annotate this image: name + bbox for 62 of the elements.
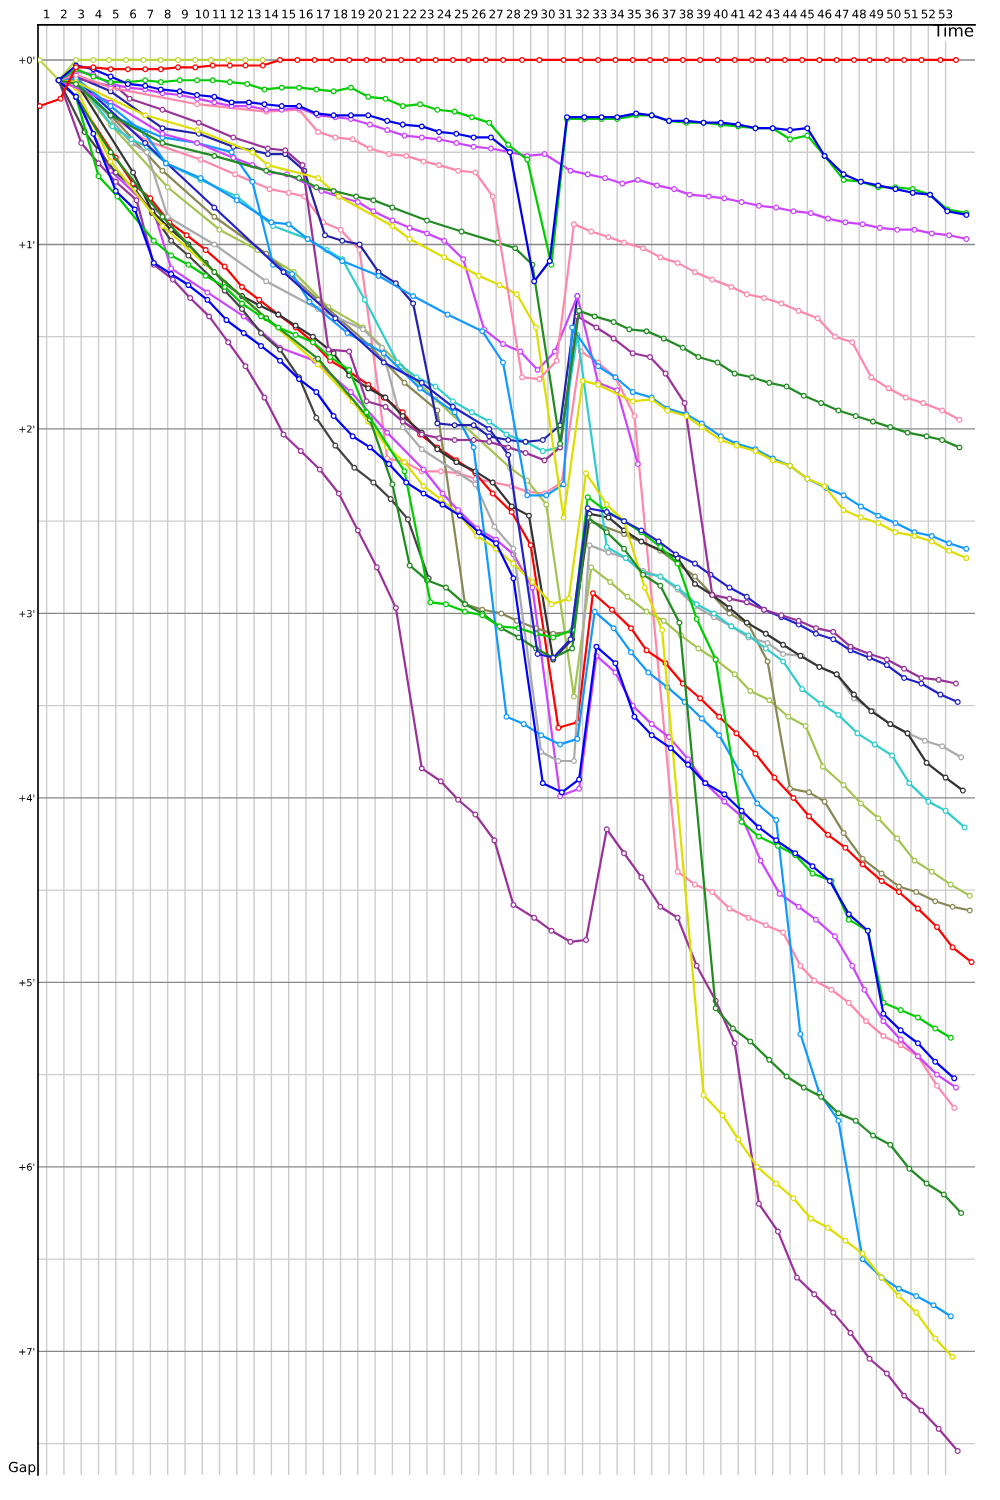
x-tick-label: 4: [95, 9, 102, 19]
x-tick-label: 2: [61, 9, 67, 19]
x-tick-label: 37: [662, 9, 676, 19]
x-tick-label: 53: [939, 9, 953, 19]
x-tick-label: 29: [524, 9, 538, 19]
x-tick-label: 11: [213, 9, 226, 19]
y-tick-label: +3': [19, 609, 35, 618]
x-tick-label: 46: [817, 9, 832, 19]
y-tick-label: +6': [19, 1163, 35, 1171]
y-tick-label: +4': [19, 794, 35, 802]
x-tick-label: 52: [921, 9, 935, 19]
x-tick-label: 8: [164, 9, 171, 19]
x-tick-label: 32: [575, 9, 589, 19]
x-tick-label: 36: [645, 9, 659, 19]
x-tick-label: 34: [610, 9, 624, 19]
x-tick-label: 5: [112, 9, 119, 19]
x-tick-label: 45: [800, 9, 814, 19]
x-tick-label: 10: [196, 9, 209, 19]
y-tick-label: +7': [19, 1347, 35, 1356]
x-tick-label: 31: [558, 9, 572, 19]
y-tick-label: +0': [19, 56, 35, 64]
y-tick-label: +1': [19, 241, 35, 249]
x-tick-label: 27: [489, 9, 503, 19]
y-tick-label: +2': [19, 425, 35, 433]
x-tick-label: 38: [679, 9, 693, 19]
x-tick-label: 51: [904, 9, 918, 19]
x-tick-label: 17: [317, 9, 330, 19]
x-tick-label: 35: [627, 9, 641, 19]
x-tick-label: 6: [130, 9, 137, 19]
x-tick-label: 21: [385, 9, 399, 19]
x-tick-label: 33: [593, 9, 607, 19]
x-tick-label: 16: [299, 9, 313, 19]
x-tick-label: 25: [454, 9, 469, 19]
x-tick-label: 43: [765, 9, 780, 19]
x-tick-label: 1: [44, 9, 50, 19]
x-tick-label: 28: [506, 9, 521, 19]
x-tick-label: 39: [696, 9, 711, 19]
y-axis-title: Gap: [8, 1461, 36, 1475]
x-tick-label: 19: [351, 9, 365, 19]
x-tick-label: 22: [403, 9, 417, 19]
x-tick-label: 26: [472, 9, 486, 19]
x-tick-label: 24: [437, 9, 452, 19]
x-tick-label: 14: [265, 9, 279, 19]
x-tick-label: 18: [334, 9, 348, 19]
x-tick-label: 23: [420, 9, 434, 19]
x-tick-label: 48: [852, 9, 866, 19]
x-tick-label: 44: [783, 9, 797, 19]
x-tick-label: 15: [282, 9, 296, 19]
x-tick-label: 9: [181, 9, 188, 19]
x-tick-label: 50: [887, 9, 901, 19]
x-tick-label: 42: [748, 9, 762, 19]
x-tick-label: 47: [834, 9, 849, 19]
y-tick-label: +5': [19, 978, 35, 987]
x-tick-label: 49: [869, 9, 884, 19]
x-tick-label: 30: [541, 9, 555, 19]
x-tick-label: 41: [731, 9, 745, 19]
x-tick-label: 20: [368, 9, 382, 19]
x-tick-label: 13: [247, 9, 261, 19]
x-tick-label: 40: [713, 9, 728, 19]
x-tick-label: 12: [230, 9, 244, 19]
x-tick-label: 3: [78, 9, 85, 19]
x-tick-label: 7: [147, 9, 154, 19]
